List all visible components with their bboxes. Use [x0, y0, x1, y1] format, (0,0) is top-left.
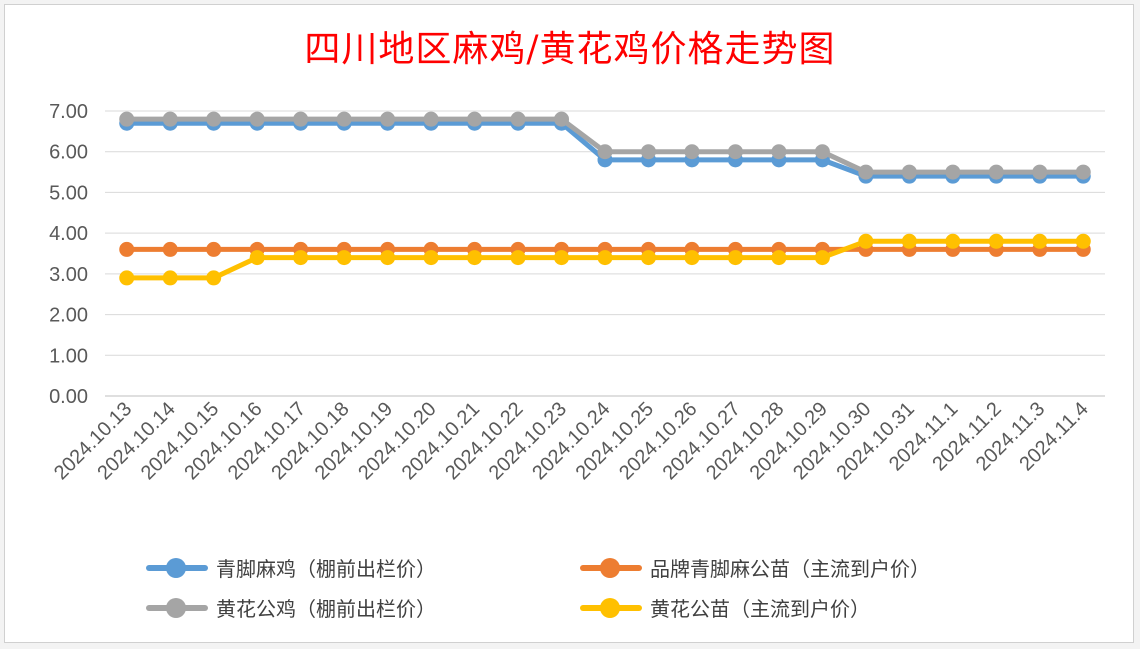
data-point[interactable]: [119, 111, 135, 127]
legend-label-1: 品牌青脚麻公苗（主流到户价）: [650, 557, 930, 581]
data-point[interactable]: [858, 164, 874, 180]
data-point[interactable]: [1032, 164, 1048, 180]
data-point[interactable]: [1075, 233, 1091, 249]
data-point[interactable]: [249, 250, 265, 266]
data-point[interactable]: [467, 250, 483, 266]
data-point[interactable]: [249, 111, 265, 127]
data-point[interactable]: [858, 233, 874, 249]
data-point[interactable]: [684, 144, 700, 160]
y-tick-label: 0.00: [49, 386, 88, 408]
legend-label-0: 青脚麻鸡（棚前出栏价）: [216, 557, 436, 581]
data-point[interactable]: [380, 111, 396, 127]
legend-swatch-3: [580, 597, 642, 618]
legend-item-2[interactable]: 黄花公鸡（棚前出栏价）: [146, 593, 436, 622]
y-tick-label: 5.00: [49, 182, 88, 204]
data-point[interactable]: [945, 164, 961, 180]
data-point[interactable]: [554, 250, 570, 266]
data-point[interactable]: [901, 164, 917, 180]
legend-item-3[interactable]: 黄花公苗（主流到户价）: [580, 593, 870, 622]
data-point[interactable]: [901, 233, 917, 249]
legend-item-1[interactable]: 品牌青脚麻公苗（主流到户价）: [580, 553, 930, 582]
data-point[interactable]: [510, 250, 526, 266]
data-point[interactable]: [206, 111, 222, 127]
data-point[interactable]: [988, 233, 1004, 249]
data-point[interactable]: [945, 233, 961, 249]
data-point[interactable]: [423, 250, 439, 266]
data-point[interactable]: [640, 250, 656, 266]
y-axis-ticks: 0.00 1.00 2.00 3.00 4.00 5.00 6.00 7.00: [49, 101, 88, 408]
y-tick-label: 3.00: [49, 264, 88, 286]
data-point[interactable]: [988, 164, 1004, 180]
data-point[interactable]: [814, 250, 830, 266]
data-point[interactable]: [162, 111, 178, 127]
y-tick-label: 2.00: [49, 305, 88, 327]
data-point[interactable]: [771, 144, 787, 160]
data-point[interactable]: [814, 144, 830, 160]
data-point[interactable]: [162, 241, 178, 257]
x-axis-ticks: 2024.10.132024.10.142024.10.152024.10.16…: [50, 398, 1093, 484]
legend-swatch-1: [580, 557, 642, 578]
y-tick-label: 1.00: [49, 345, 88, 367]
y-tick-label: 7.00: [49, 101, 88, 123]
data-point[interactable]: [380, 250, 396, 266]
data-point[interactable]: [336, 250, 352, 266]
data-point[interactable]: [293, 250, 309, 266]
data-point[interactable]: [640, 144, 656, 160]
data-point[interactable]: [510, 111, 526, 127]
data-point[interactable]: [554, 111, 570, 127]
y-tick-label: 6.00: [49, 142, 88, 164]
data-point[interactable]: [684, 250, 700, 266]
data-point[interactable]: [336, 111, 352, 127]
data-point[interactable]: [597, 144, 613, 160]
data-point[interactable]: [1032, 233, 1048, 249]
data-point[interactable]: [467, 111, 483, 127]
legend-label-2: 黄花公鸡（棚前出栏价）: [216, 597, 436, 621]
chart-title: 四川地区麻鸡/黄花鸡价格走势图: [304, 29, 836, 70]
data-point[interactable]: [1075, 164, 1091, 180]
data-point[interactable]: [727, 250, 743, 266]
legend-swatch-2: [146, 597, 208, 618]
y-tick-label: 4.00: [49, 223, 88, 245]
series-layer: [119, 111, 1091, 286]
data-point[interactable]: [119, 241, 135, 257]
data-point[interactable]: [206, 241, 222, 257]
legend-label-3: 黄花公苗（主流到户价）: [650, 597, 870, 621]
data-point[interactable]: [293, 111, 309, 127]
data-point[interactable]: [423, 111, 439, 127]
data-point[interactable]: [727, 144, 743, 160]
legend-item-0[interactable]: 青脚麻鸡（棚前出栏价）: [146, 553, 436, 582]
data-point[interactable]: [119, 270, 135, 286]
data-point[interactable]: [597, 250, 613, 266]
data-point[interactable]: [162, 270, 178, 286]
data-point[interactable]: [206, 270, 222, 286]
data-point[interactable]: [771, 250, 787, 266]
legend-swatch-0: [146, 557, 208, 578]
